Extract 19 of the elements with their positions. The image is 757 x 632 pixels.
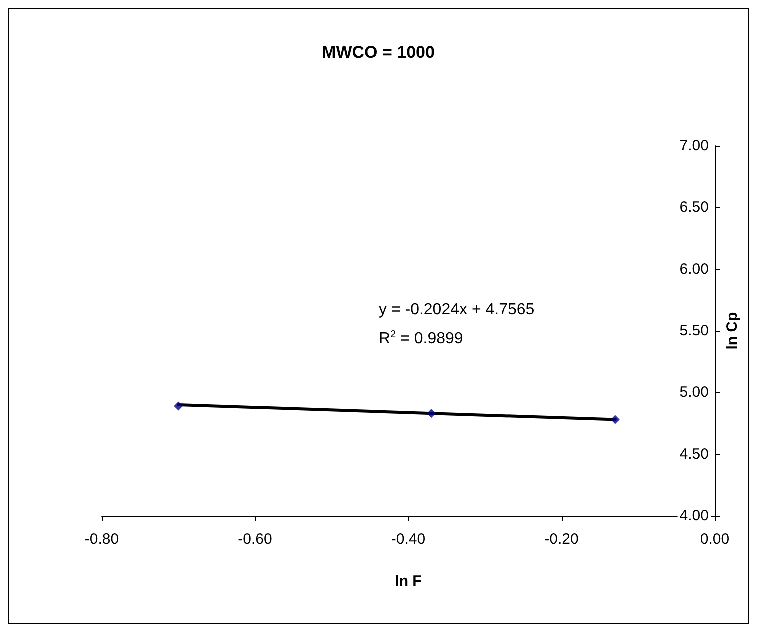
chart-title: MWCO = 1000	[322, 43, 435, 62]
x-axis-title: ln F	[395, 573, 422, 590]
x-tick-label: -0.80	[84, 531, 120, 548]
x-tick-label: 0.00	[700, 531, 730, 548]
y-tick-label: 5.50	[680, 322, 709, 340]
point	[610, 415, 620, 424]
y-tick-label: 5.00	[680, 384, 709, 402]
x-tick-label: -0.20	[544, 531, 579, 548]
y-axis-title: ln Cp	[724, 312, 741, 350]
annotation: y = -0.2024x + 4.7565	[379, 302, 535, 318]
y-tick-label: 7.00	[680, 138, 709, 154]
y-tick-label: 6.00	[680, 260, 709, 278]
x-tick-label: -0.40	[391, 531, 426, 548]
y-tick-label: 4.00	[680, 508, 709, 524]
x-tick-label: -0.60	[238, 531, 272, 548]
y-tick-label: 6.50	[680, 199, 709, 216]
y-tick-label: 4.50	[680, 446, 709, 463]
point	[174, 402, 184, 411]
point	[426, 409, 436, 418]
